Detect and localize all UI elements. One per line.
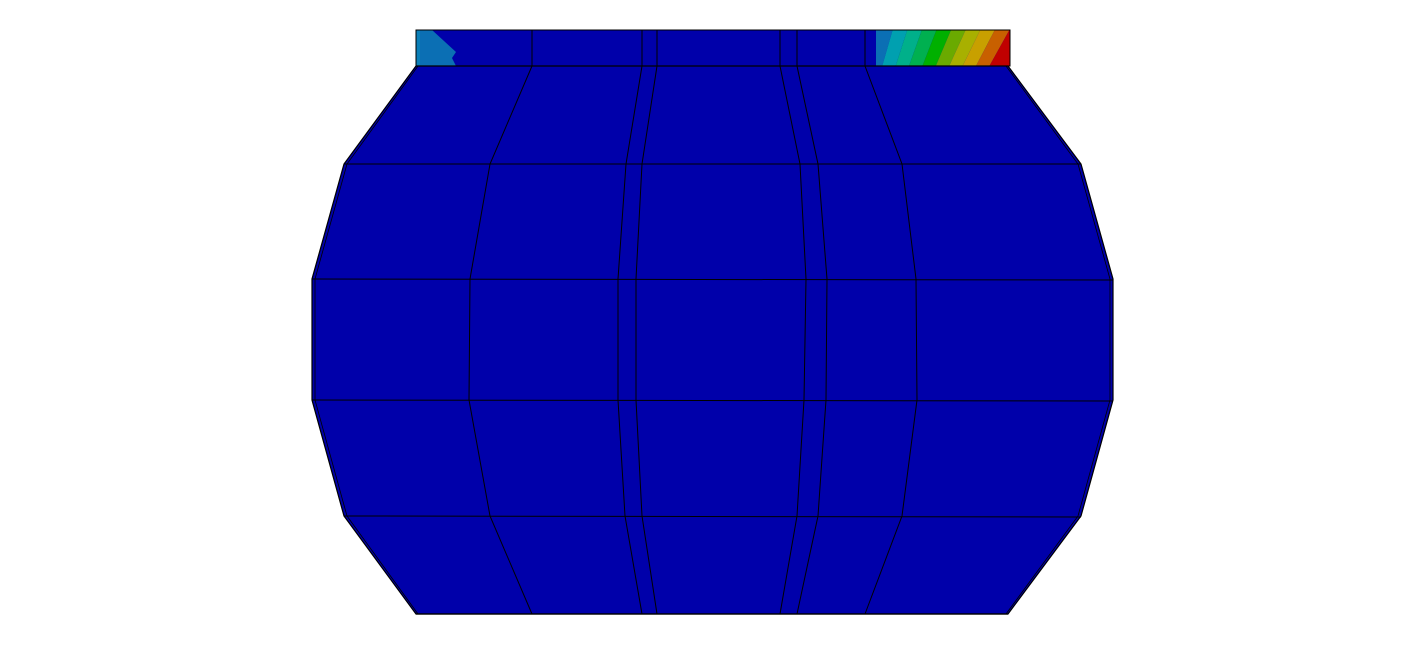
mesh-row-line (311, 278, 1114, 281)
mesh-col-line (617, 65, 643, 615)
mesh-col-line (779, 65, 807, 615)
top-strip-left-edge (416, 30, 420, 66)
top-strip (415, 29, 1011, 67)
contour-band (935, 30, 966, 66)
mesh-col-line (796, 65, 828, 615)
mesh-col-line (864, 65, 918, 615)
contour-band (882, 30, 908, 66)
barrel-right-inner-edge (1005, 65, 1111, 615)
contour-band (976, 30, 1010, 66)
contour-band (922, 30, 951, 66)
barrel-outline (311, 65, 1114, 615)
contour-band (895, 30, 922, 66)
top-strip-left-contour (416, 30, 456, 66)
contour-band (909, 30, 937, 66)
contour-band (876, 30, 893, 66)
barrel-body (311, 65, 1114, 615)
mesh-col-line (468, 65, 533, 615)
barrel-left-inner-edge (314, 65, 419, 615)
contour-band (949, 30, 981, 66)
mesh-row-line (343, 515, 1082, 518)
contour-band (989, 30, 1010, 66)
contour-band (962, 30, 995, 66)
top-strip-right-contour (876, 30, 1010, 66)
mesh-col-line (635, 65, 658, 615)
mesh-row-line (311, 399, 1114, 402)
